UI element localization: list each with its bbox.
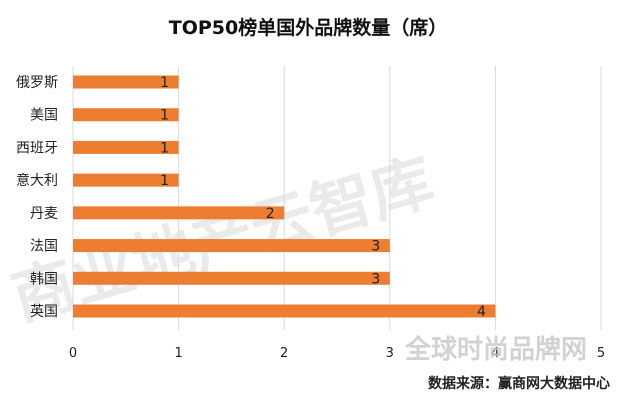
data-label: 4	[477, 304, 486, 320]
source-note: 数据来源：赢商网大数据中心	[428, 375, 610, 392]
category-label: 意大利	[16, 172, 58, 189]
data-label: 3	[371, 271, 380, 287]
bar	[73, 75, 179, 89]
bar	[73, 206, 285, 220]
category-label: 丹麦	[30, 206, 58, 222]
category-label: 西班牙	[16, 140, 58, 156]
bar	[73, 271, 390, 285]
category-label: 法国	[30, 239, 58, 255]
category-label: 韩国	[30, 271, 58, 287]
data-label: 2	[266, 206, 275, 222]
watermark-secondary-text: 全球时尚品牌网	[404, 334, 587, 365]
bar	[73, 173, 179, 187]
data-labels: 1 1 1 1 2 3 3 4	[160, 75, 486, 320]
x-tick-label: 0	[69, 346, 77, 361]
category-label: 英国	[30, 303, 58, 320]
category-label: 俄罗斯	[16, 75, 58, 91]
category-label: 美国	[30, 108, 58, 124]
bar	[73, 304, 496, 318]
data-label: 3	[371, 239, 380, 255]
x-axis-tick-labels: 0 1 2 3 4 5	[69, 346, 605, 361]
data-label: 1	[160, 108, 169, 124]
bar	[73, 239, 390, 253]
x-tick-label: 3	[386, 346, 394, 361]
x-tick-label: 2	[280, 346, 288, 361]
x-tick-label: 4	[491, 346, 499, 361]
bar	[73, 140, 179, 154]
bar	[73, 108, 179, 122]
data-label: 1	[160, 140, 169, 156]
chart-title: TOP50榜单国外品牌数量（席）	[169, 16, 447, 39]
x-tick-label: 5	[597, 346, 605, 361]
bars	[73, 75, 496, 318]
data-label: 1	[160, 75, 169, 91]
data-label: 1	[160, 173, 169, 189]
x-tick-label: 1	[174, 346, 182, 361]
